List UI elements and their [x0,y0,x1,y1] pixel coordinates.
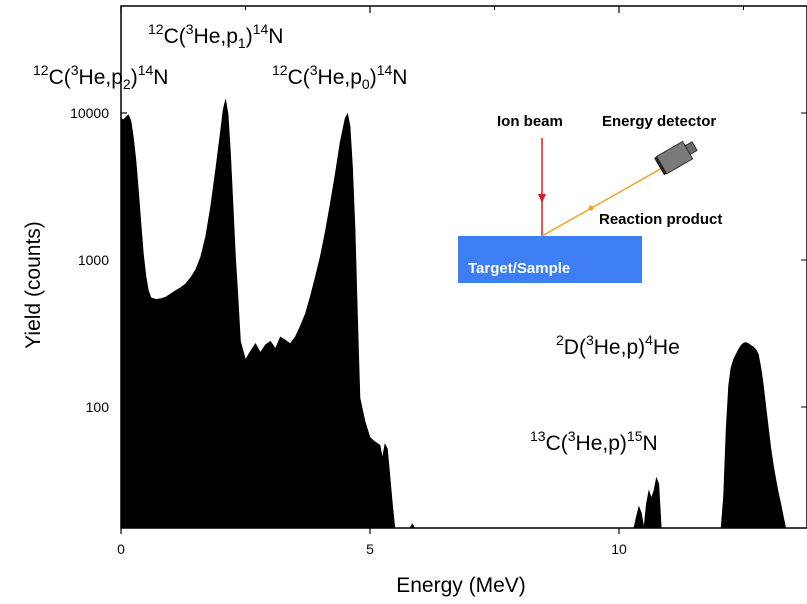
peak-annotations: 12C(3He,p1)14N 12C(3He,p2)14N 12C(3He,p0)1… [33,21,680,455]
energy-detector-label: Energy detector [602,113,716,130]
reaction-product-line [541,162,672,237]
y-axis-title: Yield (counts) [22,221,45,349]
spectrum-area [120,99,787,529]
annotation-p1: 12C(3He,p1)14N [148,21,283,51]
ion-beam-arrowhead [538,194,546,203]
y-tick-label: 10000 [70,105,109,121]
target-sample-label: Target/Sample [468,260,570,277]
annotation-d: 2D(3He,p)4He [556,332,680,359]
ion-beam-label: Ion beam [497,113,563,130]
target-sample-box [458,236,642,283]
x-tick-label: 5 [366,541,374,557]
annotation-p0: 12C(3He,p0)14N [272,62,407,92]
x-axis-title: Energy (MeV) [396,574,526,597]
x-tick-label: 10 [611,541,627,557]
annotation-c13: 13C(3He,p)15N [530,428,658,455]
x-axis-ticks: 0 5 10 [117,6,744,557]
detector-icon [654,140,698,176]
y-tick-label: 100 [86,399,110,415]
annotation-p2: 12C(3He,p2)14N [33,62,168,92]
y-axis-ticks: 100 1000 10000 [70,105,807,415]
experiment-inset: Ion beam Energy detector Reaction produc… [458,113,722,283]
x-tick-label: 0 [117,541,125,557]
reaction-product-label: Reaction product [599,211,722,228]
reaction-product-dot [588,205,594,211]
y-tick-label: 1000 [78,252,109,268]
